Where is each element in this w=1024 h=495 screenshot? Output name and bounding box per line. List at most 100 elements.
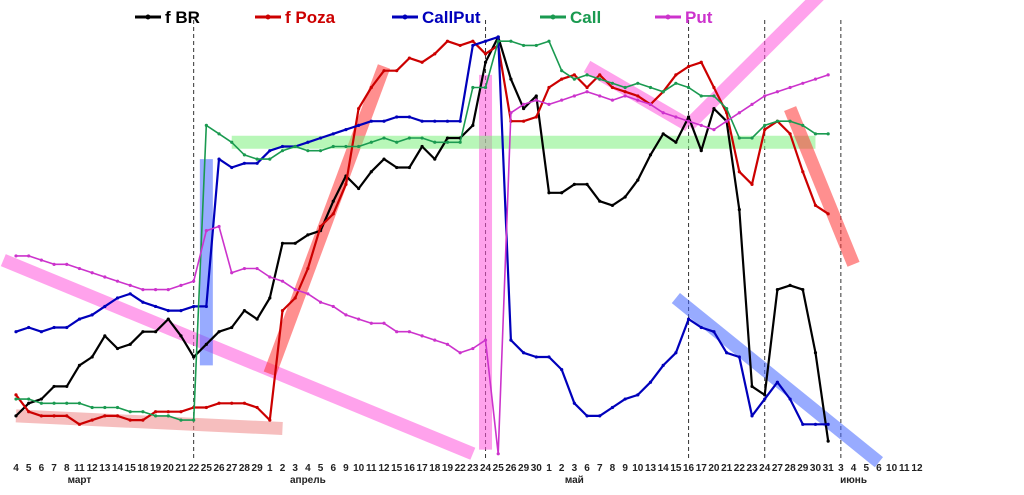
data-point bbox=[648, 102, 653, 106]
data-point bbox=[522, 351, 526, 355]
data-point bbox=[750, 414, 754, 418]
data-point bbox=[623, 90, 627, 94]
data-point bbox=[90, 418, 94, 422]
data-point bbox=[90, 271, 94, 275]
data-point bbox=[547, 191, 551, 195]
data-point bbox=[547, 355, 551, 359]
data-point bbox=[382, 321, 386, 325]
x-tick-label: 29 bbox=[797, 463, 809, 474]
data-point bbox=[255, 157, 259, 161]
x-tick-label: 29 bbox=[252, 463, 264, 474]
data-point bbox=[306, 292, 310, 296]
data-point bbox=[331, 144, 335, 149]
data-point bbox=[585, 414, 589, 418]
data-point bbox=[509, 39, 513, 43]
data-point bbox=[483, 52, 488, 56]
data-point bbox=[293, 144, 297, 149]
data-point bbox=[382, 136, 386, 140]
data-point bbox=[623, 85, 627, 90]
data-point bbox=[445, 136, 450, 140]
data-point bbox=[192, 418, 196, 422]
data-point bbox=[395, 69, 399, 73]
data-point bbox=[331, 132, 335, 136]
x-tick-label: 3 bbox=[838, 463, 844, 474]
data-point bbox=[572, 73, 576, 77]
data-point bbox=[458, 119, 462, 123]
x-tick-label: 11 bbox=[366, 463, 377, 474]
data-point bbox=[242, 266, 247, 271]
x-tick-label: 10 bbox=[353, 463, 365, 474]
data-point bbox=[458, 43, 462, 48]
data-point bbox=[128, 410, 132, 414]
data-point bbox=[610, 85, 615, 90]
x-tick-label: 30 bbox=[531, 463, 543, 474]
data-point bbox=[255, 405, 259, 410]
data-point bbox=[433, 140, 437, 144]
data-point bbox=[598, 414, 602, 418]
data-point bbox=[204, 229, 208, 233]
data-point bbox=[534, 355, 538, 359]
data-point bbox=[115, 346, 120, 351]
data-point bbox=[344, 128, 348, 132]
data-point bbox=[775, 288, 780, 292]
data-point bbox=[179, 334, 183, 338]
data-point bbox=[547, 39, 551, 43]
data-point bbox=[318, 149, 323, 153]
x-tick-label: 18 bbox=[137, 463, 149, 474]
series-line-call bbox=[16, 40, 829, 421]
data-point bbox=[522, 106, 526, 111]
data-point bbox=[699, 94, 703, 98]
data-point bbox=[153, 330, 158, 334]
data-point bbox=[280, 309, 285, 313]
data-point bbox=[737, 136, 741, 140]
data-point bbox=[826, 439, 830, 443]
legend-marker bbox=[550, 14, 556, 20]
data-point bbox=[775, 380, 780, 384]
x-tick-label: 2 bbox=[280, 463, 286, 474]
data-point bbox=[623, 94, 627, 98]
data-point bbox=[813, 132, 818, 136]
data-point bbox=[725, 119, 729, 123]
data-point bbox=[471, 123, 475, 128]
data-point bbox=[77, 401, 82, 405]
data-point bbox=[598, 94, 602, 98]
data-point bbox=[52, 325, 56, 330]
data-point bbox=[357, 317, 361, 321]
data-point bbox=[52, 384, 56, 389]
data-point bbox=[14, 393, 18, 397]
data-point bbox=[813, 77, 818, 81]
x-tick-label: 6 bbox=[39, 463, 45, 474]
data-point bbox=[813, 203, 818, 207]
data-point bbox=[90, 355, 94, 359]
data-point bbox=[344, 313, 348, 317]
x-tick-label: 5 bbox=[26, 463, 32, 474]
data-point bbox=[395, 165, 399, 170]
data-point bbox=[166, 414, 170, 418]
data-point bbox=[496, 35, 500, 39]
data-point bbox=[153, 414, 158, 418]
data-point bbox=[725, 106, 729, 111]
data-point bbox=[547, 85, 551, 90]
data-point bbox=[826, 73, 830, 77]
data-point bbox=[255, 317, 259, 321]
data-point bbox=[686, 64, 691, 69]
data-point bbox=[166, 317, 170, 321]
data-point bbox=[407, 115, 411, 119]
data-point bbox=[242, 309, 247, 313]
data-point bbox=[318, 300, 323, 304]
data-point bbox=[217, 330, 221, 334]
x-tick-label: 27 bbox=[772, 463, 784, 474]
data-point bbox=[699, 325, 703, 330]
data-point bbox=[65, 384, 69, 389]
data-point bbox=[572, 401, 576, 405]
data-point bbox=[636, 98, 640, 102]
data-point bbox=[712, 94, 716, 98]
x-tick-label: 3 bbox=[292, 463, 298, 474]
data-point bbox=[230, 271, 234, 275]
data-point bbox=[407, 136, 411, 140]
x-tick-label: 1 bbox=[267, 463, 273, 474]
data-point bbox=[674, 81, 678, 85]
data-point bbox=[407, 165, 411, 170]
data-point bbox=[39, 397, 43, 401]
